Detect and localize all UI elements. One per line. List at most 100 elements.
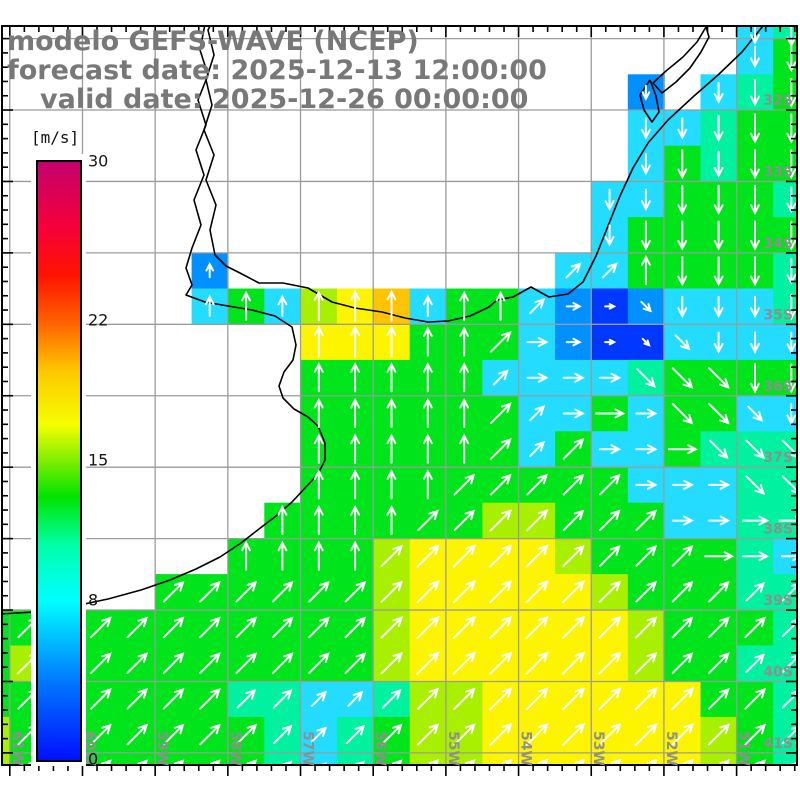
- wind-arrow: [386, 504, 397, 536]
- wind-arrow: [786, 42, 797, 73]
- wind-arrow: [313, 290, 324, 322]
- wind-arrow: [162, 616, 185, 639]
- wind-arrow: [422, 326, 433, 357]
- wind-speed-cell: [2, 645, 11, 682]
- latitude-label: 39S: [763, 593, 793, 609]
- wind-arrow: [416, 615, 440, 639]
- wind-arrow: [677, 149, 688, 180]
- wind-arrow: [745, 439, 766, 460]
- colorbar-gradient: [36, 160, 82, 762]
- wind-arrow: [126, 652, 149, 674]
- wind-arrow: [565, 302, 582, 311]
- wind-arrow: [677, 117, 688, 140]
- wind-arrow: [750, 149, 760, 180]
- wind-arrow: [671, 580, 694, 603]
- wind-arrow: [786, 113, 797, 144]
- wind-arrow: [526, 337, 549, 347]
- longitude-label: 59W: [154, 731, 170, 766]
- wind-arrow: [235, 580, 258, 603]
- wind-arrow: [199, 580, 221, 603]
- wind-arrow: [598, 580, 622, 603]
- wind-arrow: [347, 690, 364, 707]
- wind-arrow: [562, 722, 586, 746]
- wind-arrow: [235, 723, 258, 746]
- wind-arrow: [635, 479, 658, 490]
- wind-arrow: [490, 402, 512, 424]
- wind-speed-cell: [773, 716, 797, 754]
- wind-arrow: [272, 689, 293, 709]
- wind-arrow: [574, 758, 586, 765]
- wind-arrow: [350, 325, 361, 358]
- wind-arrow: [599, 444, 622, 455]
- wind-arrow: [422, 397, 433, 428]
- wind-arrow: [704, 551, 735, 562]
- wind-arrow: [204, 294, 215, 317]
- wind-arrow: [90, 652, 112, 674]
- wind-speed-cell: [264, 752, 302, 765]
- wind-arrow: [713, 114, 724, 143]
- wind-arrow: [565, 262, 582, 279]
- longitude-label: 57W: [300, 731, 316, 766]
- latitude-label: 36S: [763, 379, 793, 395]
- wind-arrow: [635, 408, 658, 419]
- wind-arrow: [318, 762, 328, 765]
- model-title: modelo GEFS-WAVE (NCEP): [7, 26, 419, 57]
- wind-arrow: [313, 362, 324, 393]
- wind-arrow: [750, 363, 760, 394]
- wind-arrow: [786, 149, 797, 180]
- wind-speed-cell: [773, 110, 797, 147]
- wind-arrow: [635, 651, 658, 675]
- wind-arrow: [786, 331, 797, 354]
- wind-arrow: [562, 651, 586, 675]
- wind-arrow: [313, 397, 324, 428]
- wind-arrow: [708, 367, 730, 389]
- wind-speed-cell: [773, 681, 797, 718]
- longitude-label: 61W: [9, 731, 25, 766]
- wind-arrow: [677, 220, 688, 251]
- wind-arrow: [236, 689, 257, 709]
- wind-arrow: [745, 581, 766, 602]
- wind-arrow: [277, 294, 288, 317]
- wind-speed-cell: [773, 181, 797, 218]
- wind-arrow: [162, 687, 185, 710]
- wind-arrow: [744, 723, 767, 746]
- wind-speed-cell: [773, 609, 797, 647]
- wind-arrow: [708, 652, 730, 674]
- wind-arrows: [2, 26, 797, 765]
- valid-date-line: valid date: 2025-12-26 00:00:00: [40, 84, 529, 115]
- wind-arrow: [708, 580, 730, 603]
- wind-speed-cell: [773, 26, 797, 40]
- wind-arrow: [162, 723, 185, 746]
- wind-arrow: [416, 687, 440, 710]
- wind-arrow: [599, 473, 621, 496]
- wind-arrow: [350, 504, 361, 536]
- wind-arrow: [453, 723, 476, 746]
- wind-arrow: [529, 298, 546, 315]
- wind-arrow: [674, 334, 691, 351]
- wind-arrow: [311, 690, 328, 707]
- wind-arrow: [640, 300, 653, 313]
- wind-arrow: [708, 479, 731, 490]
- wind-speed-cell: [773, 467, 797, 504]
- wind-arrow: [671, 367, 694, 389]
- wind-arrow: [742, 551, 770, 562]
- latitude-label: 41S: [763, 736, 793, 752]
- wind-speed-cell: [700, 752, 738, 765]
- wind-arrow: [647, 758, 658, 765]
- wind-arrow: [350, 433, 361, 464]
- wind-arrow: [386, 433, 397, 464]
- wind-arrow: [422, 433, 433, 464]
- wind-arrow: [308, 580, 330, 603]
- wind-arrow: [380, 616, 403, 639]
- wind-arrow: [126, 687, 149, 710]
- wind-arrow: [526, 473, 548, 496]
- wind-arrow: [641, 255, 651, 286]
- wind-arrow: [489, 509, 512, 532]
- wind-arrow: [538, 758, 549, 765]
- latitude-label: 38S: [763, 522, 793, 538]
- wind-arrow: [750, 256, 760, 287]
- wind-arrow: [713, 150, 724, 178]
- wind-arrow: [677, 295, 688, 319]
